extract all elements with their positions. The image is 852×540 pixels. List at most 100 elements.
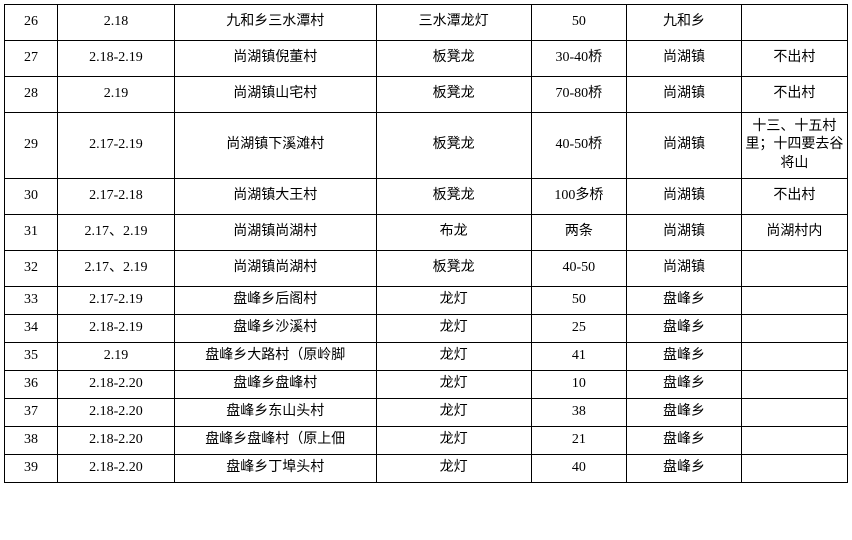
- table-cell: 尚湖镇尚湖村: [174, 215, 376, 251]
- table-cell: 35: [5, 343, 58, 371]
- table-cell: 盘峰乡: [627, 427, 742, 455]
- table-cell: 龙灯: [376, 371, 531, 399]
- table-cell: [741, 251, 847, 287]
- table-cell: 29: [5, 113, 58, 179]
- table-cell: 九和乡三水潭村: [174, 5, 376, 41]
- table-cell: 2.17-2.19: [58, 287, 175, 315]
- table-row: 322.17、2.19尚湖镇尚湖村板凳龙40-50尚湖镇: [5, 251, 848, 287]
- table-cell: 板凳龙: [376, 41, 531, 77]
- table-cell: 2.17、2.19: [58, 251, 175, 287]
- table-row: 292.17-2.19尚湖镇下溪滩村板凳龙40-50桥尚湖镇十三、十五村里；十四…: [5, 113, 848, 179]
- table-cell: 2.18-2.20: [58, 427, 175, 455]
- table-cell: [741, 399, 847, 427]
- table-cell: 2.19: [58, 77, 175, 113]
- table-cell: 尚湖镇: [627, 41, 742, 77]
- table-cell: 2.18-2.20: [58, 371, 175, 399]
- table-cell: 31: [5, 215, 58, 251]
- table-cell: 2.19: [58, 343, 175, 371]
- table-cell: 盘峰乡: [627, 371, 742, 399]
- table-cell: 龙灯: [376, 343, 531, 371]
- table-cell: 尚湖镇倪董村: [174, 41, 376, 77]
- table-cell: 布龙: [376, 215, 531, 251]
- table-cell: 尚湖镇下溪滩村: [174, 113, 376, 179]
- table-cell: 十三、十五村里；十四要去谷将山: [741, 113, 847, 179]
- table-cell: 37: [5, 399, 58, 427]
- table-cell: 2.18-2.20: [58, 455, 175, 483]
- table-cell: 两条: [531, 215, 627, 251]
- table-cell: 50: [531, 287, 627, 315]
- table-cell: 39: [5, 455, 58, 483]
- table-row: 262.18九和乡三水潭村三水潭龙灯50九和乡: [5, 5, 848, 41]
- table-row: 392.18-2.20盘峰乡丁埠头村龙灯40盘峰乡: [5, 455, 848, 483]
- table-cell: 九和乡: [627, 5, 742, 41]
- table-cell: 2.18: [58, 5, 175, 41]
- table-cell: 70-80桥: [531, 77, 627, 113]
- table-cell: 32: [5, 251, 58, 287]
- table-cell: 龙灯: [376, 315, 531, 343]
- table-cell: 38: [531, 399, 627, 427]
- table-cell: 龙灯: [376, 399, 531, 427]
- table-cell: 尚湖镇大王村: [174, 179, 376, 215]
- table-row: 302.17-2.18尚湖镇大王村板凳龙100多桥尚湖镇不出村: [5, 179, 848, 215]
- table-cell: 尚湖镇: [627, 215, 742, 251]
- table-row: 282.19尚湖镇山宅村板凳龙70-80桥尚湖镇不出村: [5, 77, 848, 113]
- table-body: 262.18九和乡三水潭村三水潭龙灯50九和乡272.18-2.19尚湖镇倪董村…: [5, 5, 848, 483]
- table-cell: 盘峰乡盘峰村（原上佃: [174, 427, 376, 455]
- table-cell: 2.17、2.19: [58, 215, 175, 251]
- table-cell: 50: [531, 5, 627, 41]
- table-cell: 不出村: [741, 179, 847, 215]
- table-cell: [741, 343, 847, 371]
- table-cell: 板凳龙: [376, 113, 531, 179]
- table-cell: [741, 315, 847, 343]
- table-row: 272.18-2.19尚湖镇倪董村板凳龙30-40桥尚湖镇不出村: [5, 41, 848, 77]
- schedule-table: 262.18九和乡三水潭村三水潭龙灯50九和乡272.18-2.19尚湖镇倪董村…: [4, 4, 848, 483]
- table-row: 372.18-2.20盘峰乡东山头村龙灯38盘峰乡: [5, 399, 848, 427]
- table-cell: 尚湖村内: [741, 215, 847, 251]
- table-cell: 不出村: [741, 41, 847, 77]
- table-cell: 2.17-2.19: [58, 113, 175, 179]
- table-cell: 盘峰乡: [627, 399, 742, 427]
- table-row: 342.18-2.19盘峰乡沙溪村龙灯25盘峰乡: [5, 315, 848, 343]
- table-cell: 盘峰乡东山头村: [174, 399, 376, 427]
- table-row: 382.18-2.20盘峰乡盘峰村（原上佃龙灯21盘峰乡: [5, 427, 848, 455]
- table-cell: [741, 427, 847, 455]
- table-cell: 盘峰乡大路村（原岭脚: [174, 343, 376, 371]
- table-row: 352.19盘峰乡大路村（原岭脚龙灯41盘峰乡: [5, 343, 848, 371]
- table-cell: [741, 455, 847, 483]
- table-cell: 33: [5, 287, 58, 315]
- table-cell: 30: [5, 179, 58, 215]
- table-cell: 龙灯: [376, 427, 531, 455]
- table-cell: 板凳龙: [376, 251, 531, 287]
- table-cell: 40: [531, 455, 627, 483]
- table-cell: 板凳龙: [376, 179, 531, 215]
- table-cell: 尚湖镇尚湖村: [174, 251, 376, 287]
- table-cell: 盘峰乡丁埠头村: [174, 455, 376, 483]
- table-cell: 龙灯: [376, 455, 531, 483]
- table-cell: 36: [5, 371, 58, 399]
- table-cell: 2.18-2.19: [58, 41, 175, 77]
- table-row: 312.17、2.19尚湖镇尚湖村布龙两条尚湖镇尚湖村内: [5, 215, 848, 251]
- table-cell: 尚湖镇山宅村: [174, 77, 376, 113]
- table-cell: 尚湖镇: [627, 251, 742, 287]
- table-cell: 25: [531, 315, 627, 343]
- table-cell: 尚湖镇: [627, 77, 742, 113]
- table-cell: 不出村: [741, 77, 847, 113]
- table-cell: 盘峰乡后阁村: [174, 287, 376, 315]
- table-cell: 100多桥: [531, 179, 627, 215]
- table-cell: 2.18-2.20: [58, 399, 175, 427]
- table-cell: 盘峰乡: [627, 343, 742, 371]
- table-cell: [741, 287, 847, 315]
- table-cell: 2.18-2.19: [58, 315, 175, 343]
- table-cell: 盘峰乡沙溪村: [174, 315, 376, 343]
- table-cell: 板凳龙: [376, 77, 531, 113]
- table-cell: 盘峰乡: [627, 455, 742, 483]
- table-cell: 30-40桥: [531, 41, 627, 77]
- table-cell: 41: [531, 343, 627, 371]
- table-cell: 40-50桥: [531, 113, 627, 179]
- table-cell: [741, 5, 847, 41]
- table-cell: 龙灯: [376, 287, 531, 315]
- table-cell: 34: [5, 315, 58, 343]
- table-cell: 10: [531, 371, 627, 399]
- table-cell: 尚湖镇: [627, 179, 742, 215]
- table-cell: 盘峰乡盘峰村: [174, 371, 376, 399]
